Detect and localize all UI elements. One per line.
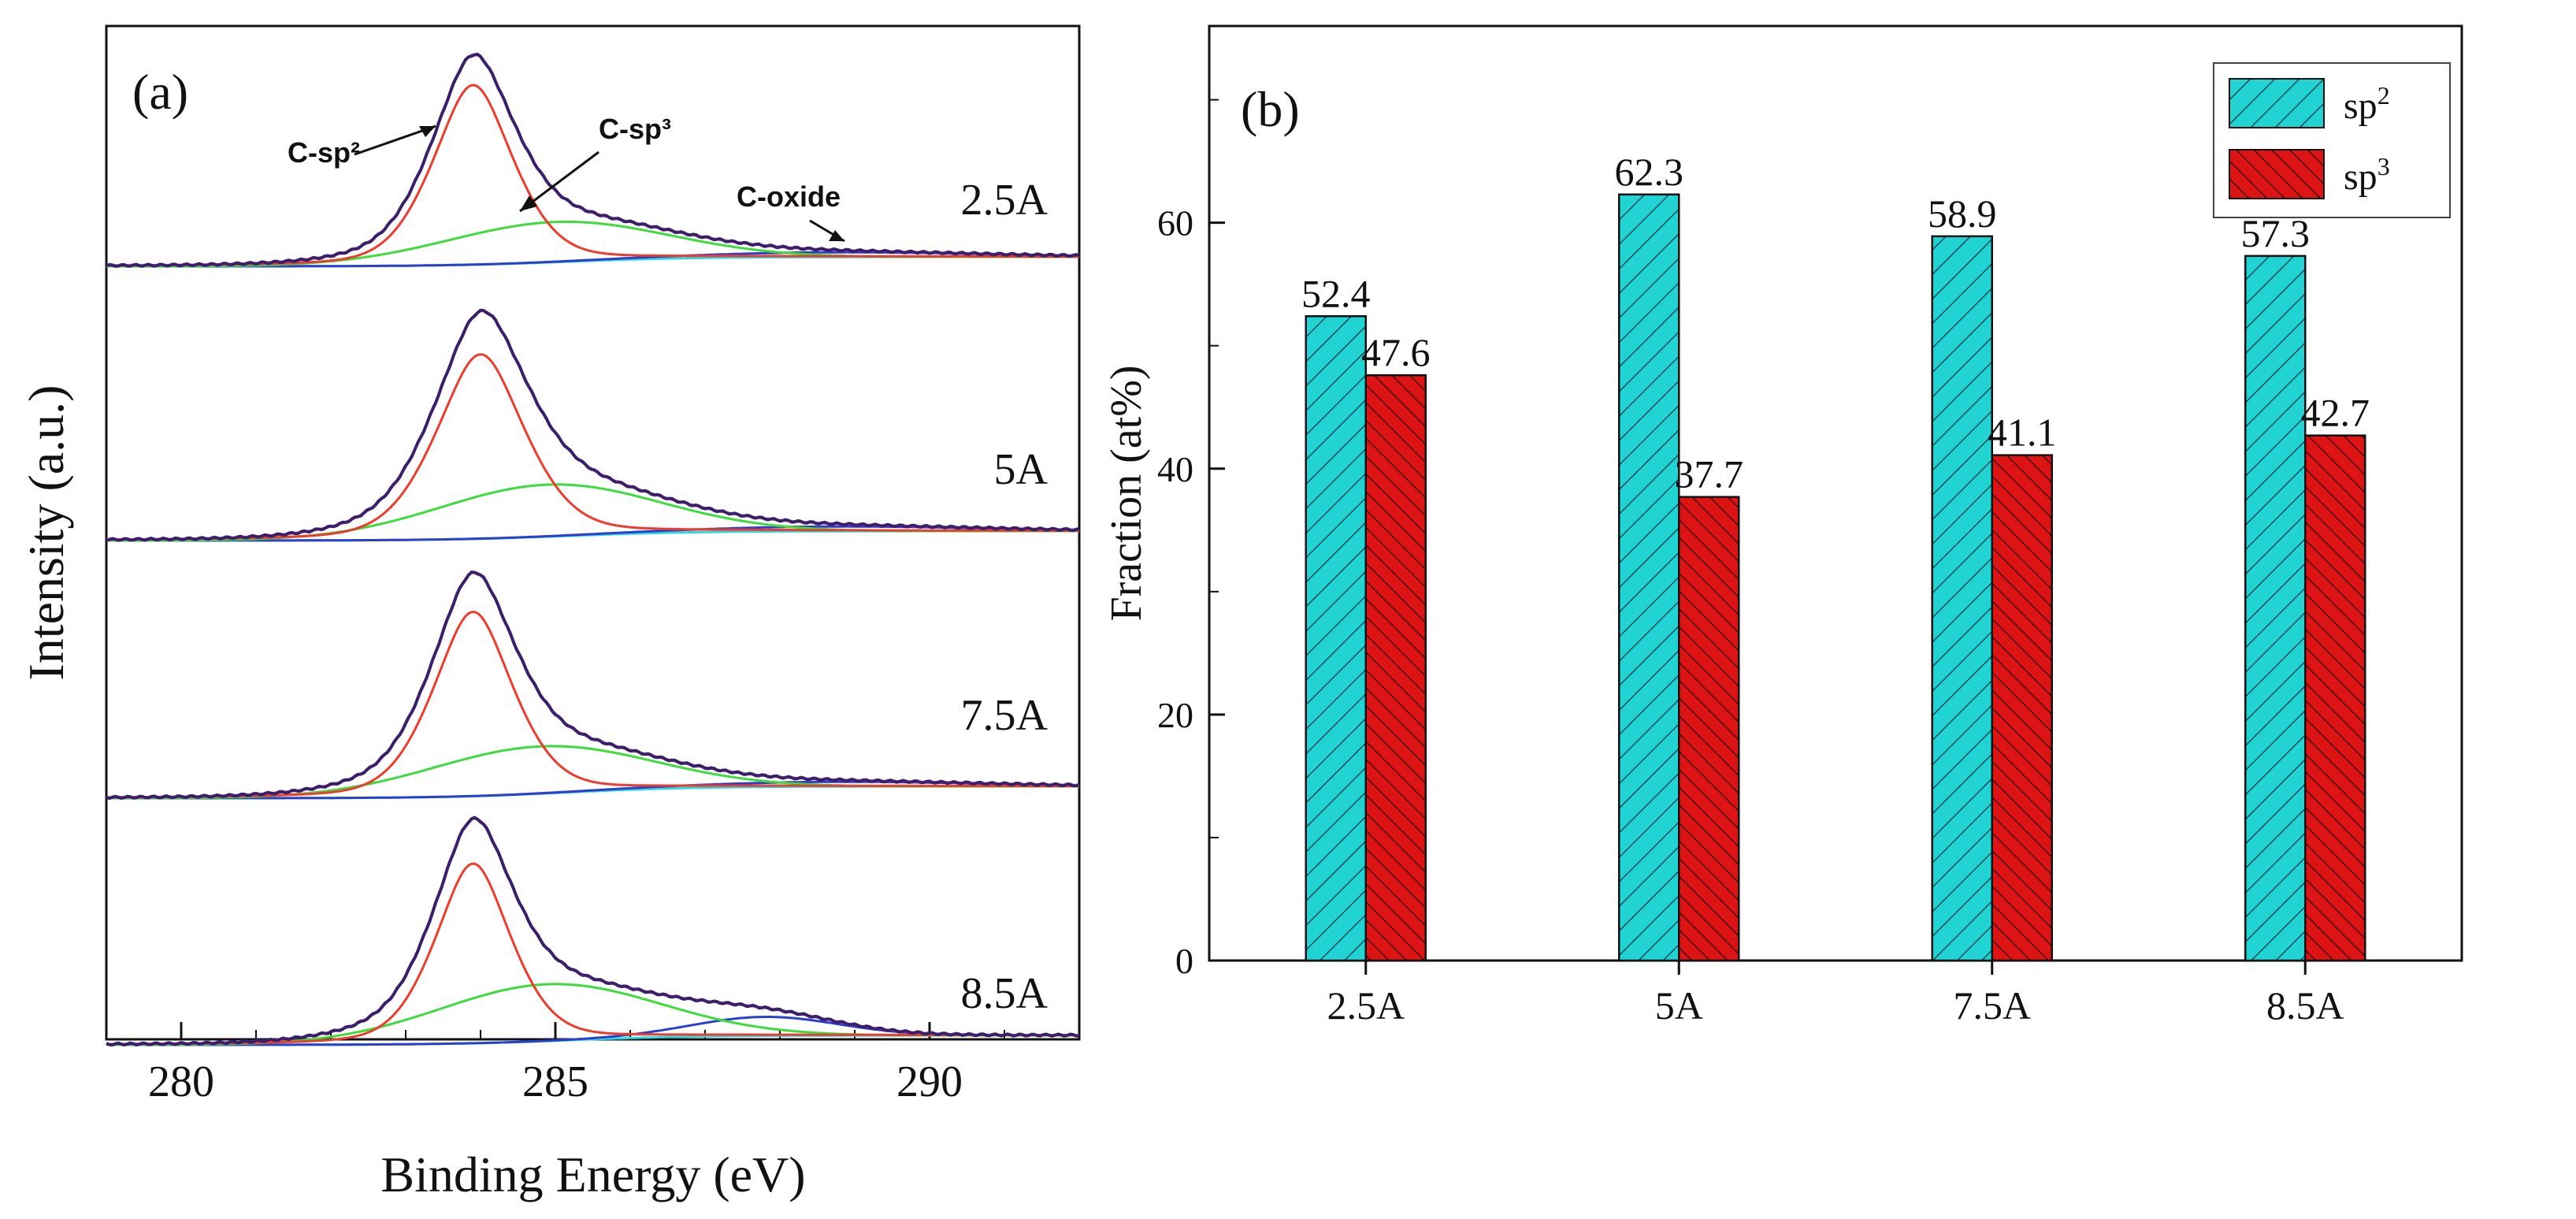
legend-label-sp2-sup: 2 (2377, 81, 2390, 110)
annotation-c-sp3: C-sp³ (599, 113, 671, 145)
c-sp2-curve (106, 353, 1079, 541)
panel-a-frame (105, 24, 1081, 1041)
fitted-envelope-curve (106, 310, 1079, 541)
panel-b-frame (1208, 24, 2463, 962)
x-category-label: 2.5A (1327, 983, 1405, 1028)
fitted-envelope-curve (106, 817, 1079, 1046)
panel-a-tag: (a) (132, 64, 188, 120)
c-sp2-curve (106, 84, 1079, 267)
legend-label-sp3-sup: 3 (2377, 152, 2390, 180)
legend: sp2 sp3 (2213, 62, 2451, 218)
legend-swatch-sp3 (2229, 149, 2325, 199)
fitted-envelope-curve (106, 53, 1079, 267)
panel-b-y-axis-label: Fraction (at%) (1102, 366, 1151, 622)
bar-sp2-8.5A (2244, 255, 2307, 962)
panel-a: (a) 280 285 290 Binding Energy (eV) Intens… (18, 24, 1081, 1202)
measured-curve (106, 570, 1080, 801)
fitted-envelope-curve (106, 570, 1079, 799)
bar-sp3-5A (1678, 496, 1740, 962)
y-tick-label: 0 (1175, 941, 1193, 981)
bar-value-label: 57.3 (2241, 211, 2311, 255)
x-tick-label: 285 (522, 1057, 588, 1106)
y-tick-label: 60 (1157, 203, 1193, 243)
panel-b-bar-labels: 52.4 47.6 62.3 37.7 58.9 41.1 57.3 42.7 (1301, 150, 2370, 496)
panel-a-annotations: C-sp² C-sp³ C-oxide (288, 113, 845, 243)
legend-label-sp2-base: sp (2344, 85, 2377, 127)
x-tick-label: 290 (896, 1057, 963, 1106)
bar-value-label: 47.6 (1361, 330, 1431, 374)
annotation-arrowhead-sp2 (419, 126, 436, 137)
panel-a-spectrum-labels: 2.5A 5A 7.5A 8.5A (961, 176, 1049, 1018)
bar-value-label: 52.4 (1301, 271, 1371, 315)
spectrum-8.5A (106, 816, 1080, 1047)
legend-swatch-sp2 (2229, 78, 2325, 128)
bar-sp3-7.5A (1991, 454, 2053, 962)
annotation-arrowhead-oxide (829, 230, 844, 241)
measured-curve (106, 308, 1080, 542)
panel-a-x-axis-label: Binding Energy (eV) (380, 1147, 805, 1202)
panel-b-tag: (b) (1241, 81, 1300, 137)
bar-value-label: 58.9 (1928, 191, 1997, 236)
annotation-c-sp2: C-sp² (288, 136, 360, 169)
measured-curve (106, 52, 1080, 268)
x-tick-label: 280 (148, 1057, 214, 1106)
bar-value-label: 41.1 (1988, 411, 2057, 455)
legend-label-sp2: sp2 (2344, 81, 2390, 127)
x-category-label: 7.5A (1953, 983, 2031, 1028)
bar-value-label: 62.3 (1615, 150, 1684, 194)
spectrum-2.5A (106, 52, 1080, 268)
x-category-label: 5A (1655, 983, 1703, 1028)
x-category-label: 8.5A (2266, 983, 2344, 1028)
panel-b: (b) Fraction (at%) 0 20 40 60 2.5A 5A 7.5A 8.5… (1102, 24, 2463, 1028)
bar-sp2-5A (1618, 193, 1680, 962)
c-sp2-curve (106, 611, 1079, 799)
panel-a-spectra (106, 52, 1080, 1047)
panel-a-x-ticks: 280 285 290 (148, 1022, 1080, 1106)
bar-sp2-2.5A (1305, 315, 1367, 962)
y-tick-label: 40 (1157, 449, 1193, 489)
annotation-c-oxide: C-oxide (737, 180, 841, 213)
c-sp3-curve (106, 483, 1079, 542)
y-tick-label: 20 (1157, 695, 1193, 735)
panel-b-y-ticks: 0 20 40 60 (1157, 98, 1225, 981)
spectrum-7.5A (106, 570, 1080, 801)
bar-sp2-7.5A (1931, 235, 1993, 962)
measured-curve (106, 816, 1080, 1047)
bar-value-label: 37.7 (1675, 452, 1744, 496)
annotation-arrowhead-sp3 (520, 195, 537, 211)
c-sp2-curve (106, 862, 1079, 1046)
legend-label-sp3-base: sp (2344, 156, 2377, 198)
bar-sp3-2.5A (1364, 374, 1427, 962)
panel-b-bars (1305, 193, 2366, 962)
bar-value-label: 42.7 (2301, 391, 2370, 435)
spectrum-label: 5A (994, 445, 1049, 494)
spectrum-label: 8.5A (961, 969, 1049, 1018)
spectrum-label: 7.5A (961, 691, 1049, 740)
spectrum-label: 2.5A (961, 176, 1049, 225)
panel-a-y-axis-label: Intensity (a.u.) (18, 385, 74, 681)
panel-b-x-ticks: 2.5A 5A 7.5A 8.5A (1327, 961, 2344, 1028)
spectrum-5A (106, 308, 1080, 542)
bar-sp3-8.5A (2304, 434, 2366, 962)
legend-label-sp3: sp3 (2344, 152, 2390, 198)
